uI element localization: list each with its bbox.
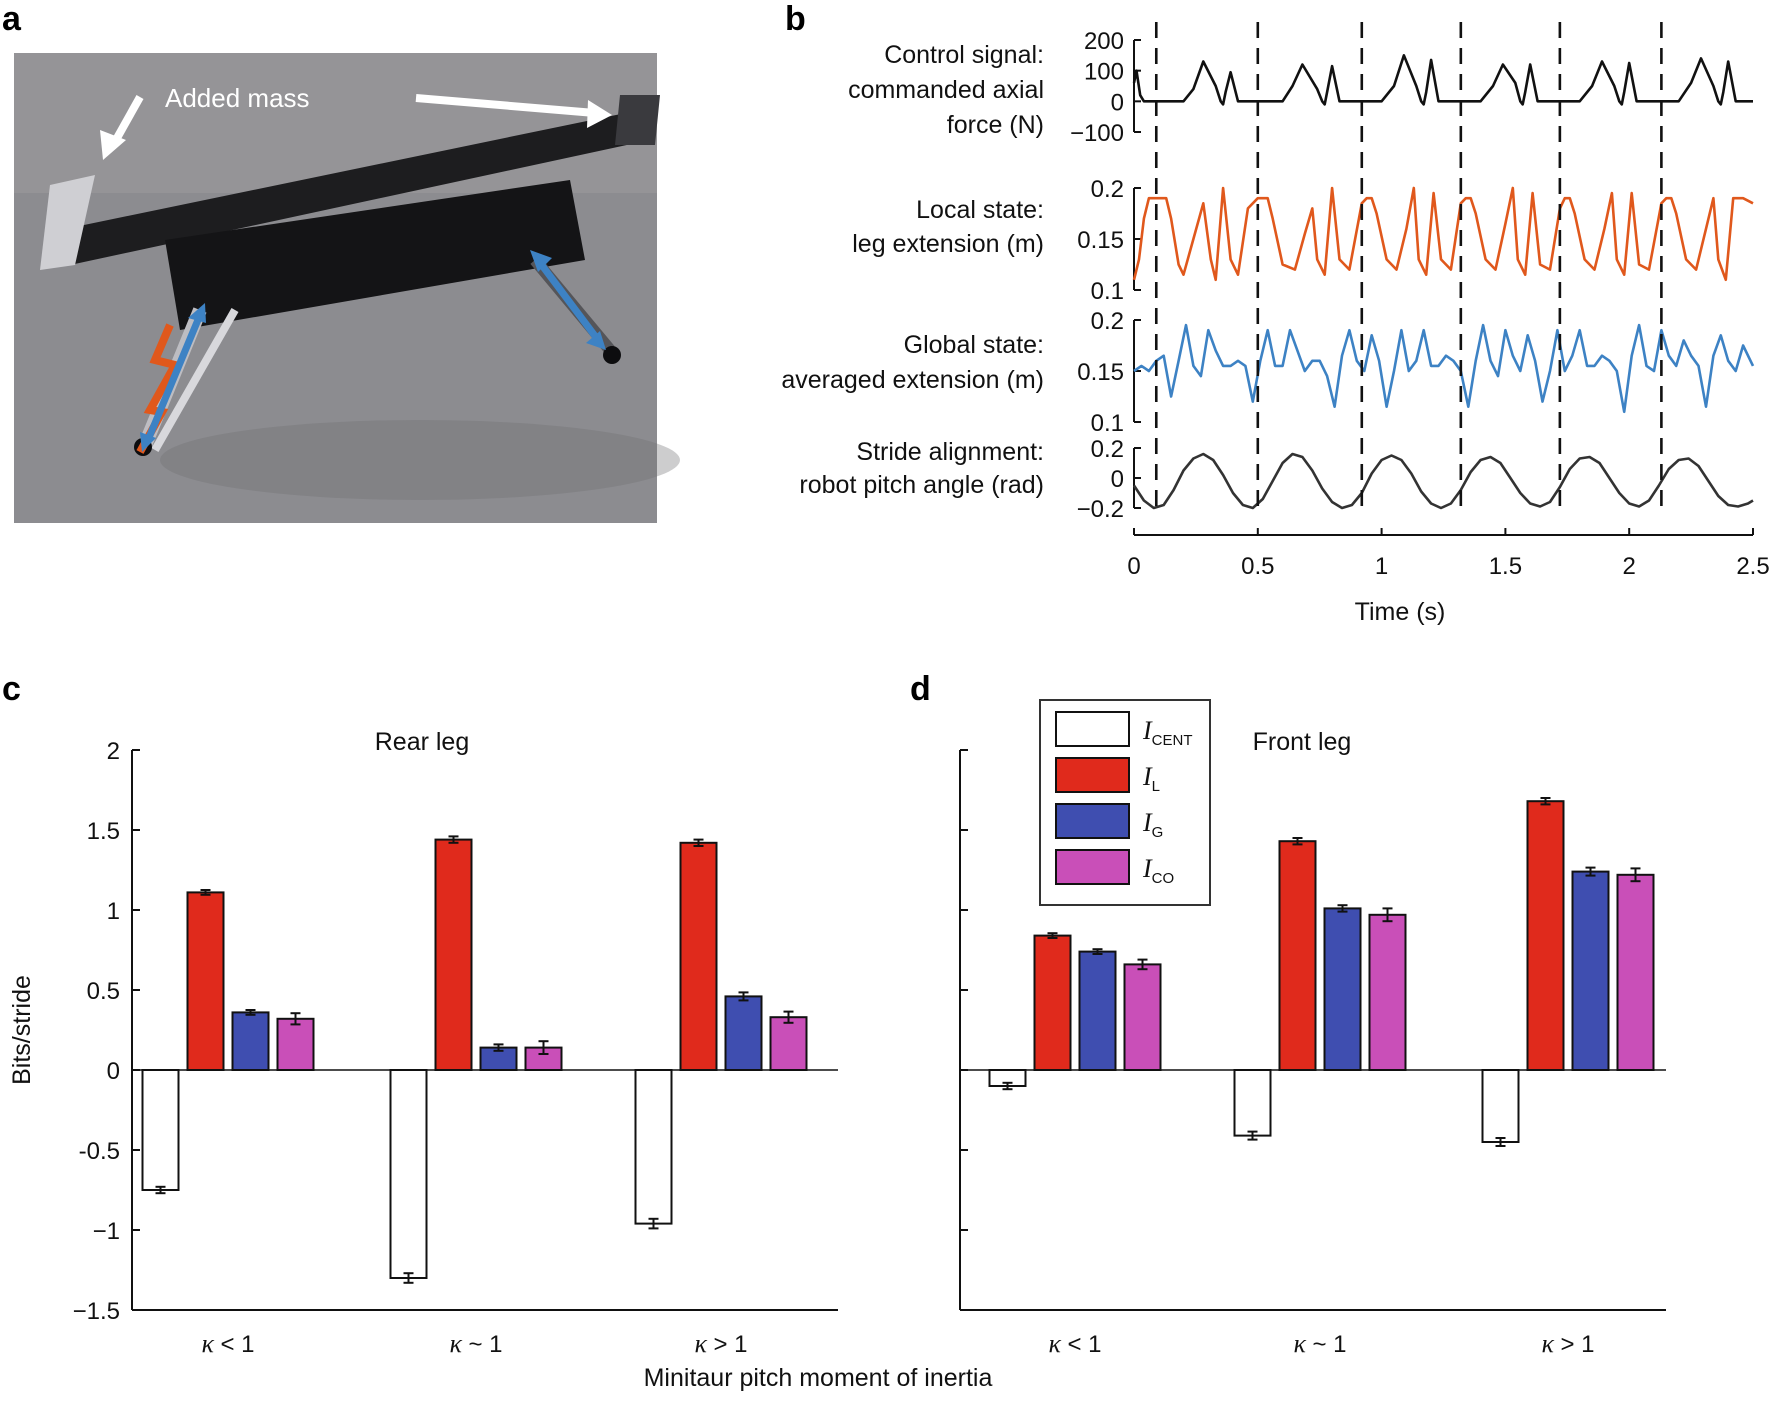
- y-tick-label-2-0: 0.2: [1091, 308, 1124, 335]
- bar-L-1: [434, 838, 473, 1071]
- signal-label-0-2: force (N): [947, 111, 1044, 139]
- category-label-1: κ ~ 1: [1293, 1329, 1346, 1358]
- legend-label-CO: ICO: [1142, 854, 1174, 887]
- bar-CO-0: [1123, 963, 1162, 1072]
- shared-x-axis-label: Minitaur pitch moment of inertia: [644, 1364, 993, 1392]
- x-tick-label-2: 1: [1375, 553, 1388, 580]
- panel-label-b: b: [785, 0, 806, 38]
- bar-CO-2: [769, 1016, 808, 1072]
- y-tick-label-7: −1.5: [73, 1298, 120, 1325]
- y-tick-label-1-2: 0.1: [1091, 278, 1124, 305]
- y-tick-label-2-1: 0.15: [1077, 359, 1124, 386]
- bar-G-1: [1323, 907, 1362, 1072]
- bar-CO-1: [1368, 913, 1407, 1071]
- panel-d-front-leg: κ < 1 κ ~ 1 κ > 1 Front leg ICENT IL IG ICO: [959, 699, 1666, 1358]
- signal-label-0-1: commanded axial: [848, 76, 1044, 104]
- signal-label-3-0: Stride alignment:: [856, 438, 1044, 466]
- bar-CENT-2: [1481, 1069, 1520, 1143]
- legend-label-L: IL: [1142, 762, 1160, 795]
- x-axis-label: Time (s): [1355, 598, 1446, 626]
- legend-swatch-G: [1055, 803, 1130, 839]
- y-tick-label-0-3: −100: [1070, 120, 1124, 147]
- x-tick-label-1: 0.5: [1241, 553, 1274, 580]
- y-tick-label-1: 1.5: [87, 818, 120, 845]
- y-tick-label-6: −1: [93, 1218, 120, 1245]
- legend-swatch-CO: [1055, 849, 1130, 885]
- bar-CO-0: [276, 1017, 315, 1071]
- bar-G-0: [1078, 950, 1117, 1071]
- bar-L-0: [1033, 934, 1072, 1071]
- panel-label-c: c: [2, 670, 21, 708]
- added-mass-annotation: Added mass: [165, 83, 310, 113]
- bar-L-2: [1526, 800, 1565, 1071]
- legend-label-CENT: ICENT: [1142, 716, 1193, 749]
- signal-label-1-1: leg extension (m): [852, 230, 1044, 258]
- y-tick-label-3: 0.5: [87, 978, 120, 1005]
- panel-title: Rear leg: [375, 728, 470, 756]
- panel-label-a: a: [2, 0, 22, 38]
- bar-G-2: [724, 995, 763, 1072]
- bar-CENT-1: [1233, 1069, 1272, 1137]
- legend-swatch-L: [1055, 757, 1130, 793]
- y-tick-label-0: 2: [107, 738, 120, 765]
- y-tick-label-0-2: 0: [1111, 89, 1124, 116]
- blue-arrow-icon: [144, 313, 204, 442]
- bar-L-2: [679, 841, 718, 1071]
- y-tick-label-1-0: 0.2: [1091, 176, 1124, 203]
- y-tick-label-3-0: 0.2: [1091, 436, 1124, 463]
- trace-0: [1132, 53, 1753, 106]
- bar-L-1: [1278, 840, 1317, 1072]
- x-tick-label-3: 1.5: [1489, 553, 1522, 580]
- category-label-0: κ < 1: [201, 1329, 254, 1358]
- y-tick-label-0-0: 200: [1084, 28, 1124, 55]
- x-tick-label-0: 0: [1127, 553, 1140, 580]
- category-label-1: κ ~ 1: [449, 1329, 502, 1358]
- panel-label-d: d: [910, 670, 931, 708]
- legend-label-G: IG: [1142, 808, 1163, 841]
- signal-label-3-1: robot pitch angle (rad): [799, 471, 1044, 499]
- panel-title: Front leg: [1253, 728, 1352, 756]
- x-tick-label-4: 2: [1623, 553, 1636, 580]
- signal-label-2-1: averaged extension (m): [781, 366, 1044, 394]
- bar-G-2: [1571, 870, 1610, 1071]
- signal-label-2-0: Global state:: [904, 331, 1044, 359]
- y-tick-label-1-1: 0.15: [1077, 227, 1124, 254]
- signal-label-0-0: Control signal:: [884, 41, 1044, 69]
- category-label-2: κ > 1: [694, 1329, 747, 1358]
- y-axis-label: Bits/stride: [8, 975, 36, 1085]
- y-tick-label-0-1: 100: [1084, 59, 1124, 86]
- legend: ICENT IL IG ICO: [1039, 699, 1211, 906]
- y-tick-label-4: 0: [107, 1058, 120, 1085]
- x-tick-label-5: 2.5: [1736, 553, 1769, 580]
- category-label-2: κ > 1: [1541, 1329, 1594, 1358]
- bar-G-0: [231, 1011, 270, 1072]
- robot-photo: Added mass: [14, 53, 680, 523]
- y-tick-label-5: -0.5: [79, 1138, 120, 1165]
- trace-2: [1133, 323, 1755, 414]
- arrow-icon-2: [415, 94, 596, 117]
- trace-3: [1132, 452, 1754, 510]
- signal-label-1-0: Local state:: [916, 196, 1044, 224]
- y-tick-label-2: 1: [107, 898, 120, 925]
- bar-CENT-0: [141, 1069, 180, 1191]
- legend-swatch-CENT: [1055, 711, 1130, 747]
- y-tick-label-2-2: 0.1: [1091, 410, 1124, 437]
- y-tick-label-3-1: 0: [1111, 466, 1124, 493]
- bar-CENT-1: [389, 1069, 428, 1279]
- bar-CO-2: [1616, 873, 1655, 1071]
- blue-arrow-icon-2: [535, 257, 601, 343]
- bar-CENT-2: [634, 1069, 673, 1225]
- y-tick-label-3-2: −0.2: [1077, 496, 1124, 523]
- trace-1: [1132, 186, 1754, 282]
- panel-c-rear-leg: 2 1.5 1 0.5 0 -0.5 −1 −1.5 κ < 1 κ ~ 1 κ > 1 Rear l…: [8, 728, 838, 1358]
- category-label-0: κ < 1: [1048, 1329, 1101, 1358]
- bar-L-0: [186, 891, 225, 1072]
